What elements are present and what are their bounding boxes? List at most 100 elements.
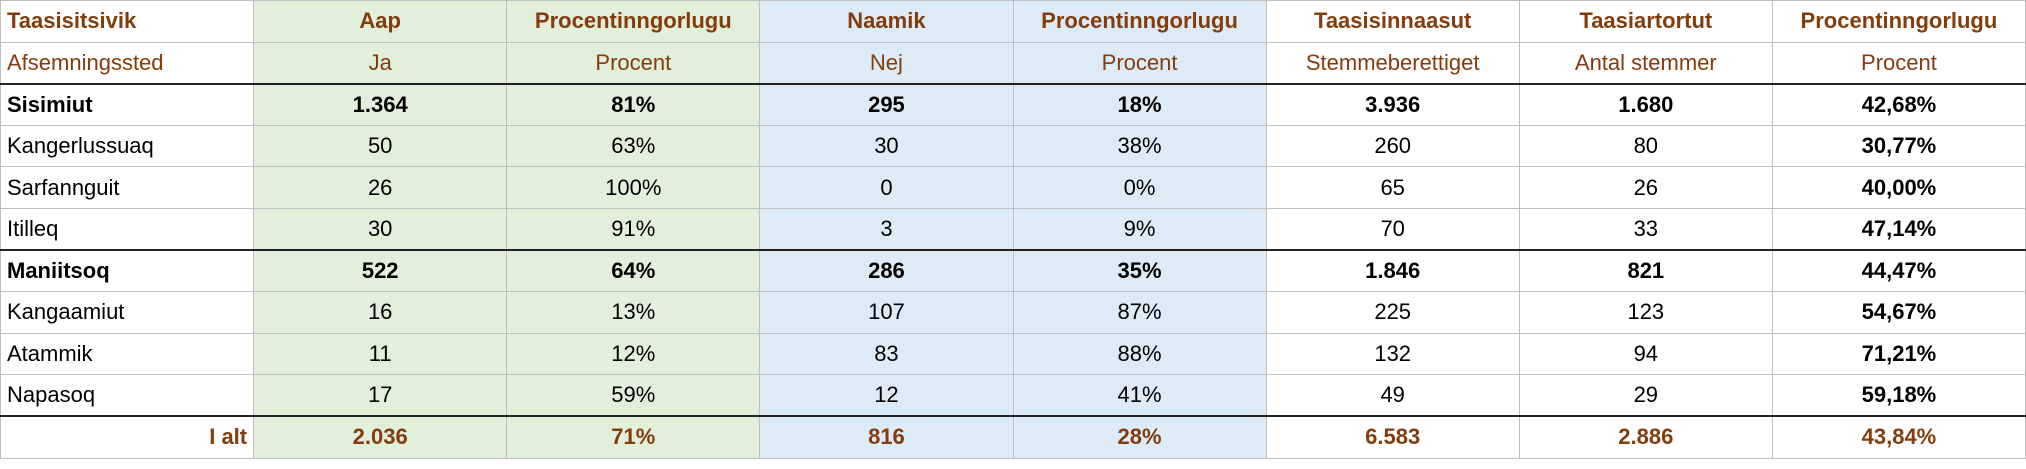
table-row: Maniitsoq 522 64% 286 35% 1.846 821 44,47% bbox=[0, 249, 2026, 293]
cell: 41% bbox=[1012, 374, 1267, 417]
cell: Aap bbox=[253, 0, 508, 43]
cell: 87% bbox=[1012, 291, 1267, 334]
cell: 816 bbox=[759, 415, 1014, 459]
cell: 80 bbox=[1518, 124, 1773, 168]
cell: 225 bbox=[1265, 291, 1520, 334]
cell: Stemmeberettiget bbox=[1265, 41, 1520, 85]
table-row: Taasisitsivik Aap Procentinngorlugu Naamik P… bbox=[0, 0, 2026, 43]
cell: 295 bbox=[759, 83, 1014, 126]
cell: 3.936 bbox=[1265, 83, 1520, 126]
cell: Atammik bbox=[0, 332, 255, 376]
cell: 2.036 bbox=[253, 415, 508, 459]
cell: 35% bbox=[1012, 249, 1267, 293]
cell: 28% bbox=[1012, 415, 1267, 459]
cell: Itilleq bbox=[0, 207, 255, 252]
cell: 260 bbox=[1265, 124, 1520, 168]
cell: 2.886 bbox=[1518, 415, 1773, 459]
cell: Procent bbox=[1771, 41, 2026, 85]
cell: Kangerlussuaq bbox=[0, 124, 255, 168]
cell: 0 bbox=[759, 166, 1014, 209]
cell: 100% bbox=[506, 166, 761, 209]
cell: 17 bbox=[253, 374, 508, 417]
cell: 49 bbox=[1265, 374, 1520, 417]
cell: 30 bbox=[253, 207, 508, 252]
cell: 83 bbox=[759, 332, 1014, 376]
cell: Procentinngorlugu bbox=[506, 0, 761, 43]
cell: 29 bbox=[1518, 374, 1773, 417]
cell: Antal stemmer bbox=[1518, 41, 1773, 85]
cell: 71,21% bbox=[1771, 332, 2026, 376]
table-row: Atammik 11 12% 83 88% 132 94 71,21% bbox=[0, 332, 2026, 376]
cell: Procentinngorlugu bbox=[1012, 0, 1267, 43]
results-table: Taasisitsivik Aap Procentinngorlugu Naamik P… bbox=[0, 0, 2026, 459]
cell: 26 bbox=[253, 166, 508, 209]
cell: Sarfannguit bbox=[0, 166, 255, 209]
cell: 13% bbox=[506, 291, 761, 334]
cell: 94 bbox=[1518, 332, 1773, 376]
table-row: Sisimiut 1.364 81% 295 18% 3.936 1.680 42,68% bbox=[0, 83, 2026, 126]
cell: 1.364 bbox=[253, 83, 508, 126]
table-row: Kangerlussuaq 50 63% 30 38% 260 80 30,77% bbox=[0, 124, 2026, 168]
cell: 3 bbox=[759, 207, 1014, 252]
cell: 65 bbox=[1265, 166, 1520, 209]
cell: 91% bbox=[506, 207, 761, 252]
table-row: Afsemningssted Ja Procent Nej Procent Stemmeb… bbox=[0, 41, 2026, 85]
cell: 0% bbox=[1012, 166, 1267, 209]
cell: Procent bbox=[1012, 41, 1267, 85]
cell: 286 bbox=[759, 249, 1014, 293]
cell: Procent bbox=[506, 41, 761, 85]
cell: 522 bbox=[253, 249, 508, 293]
cell: 9% bbox=[1012, 207, 1267, 252]
cell: 132 bbox=[1265, 332, 1520, 376]
cell: 11 bbox=[253, 332, 508, 376]
cell: Nej bbox=[759, 41, 1014, 85]
cell: 59% bbox=[506, 374, 761, 417]
cell: 81% bbox=[506, 83, 761, 126]
cell: Kangaamiut bbox=[0, 291, 255, 334]
cell: 123 bbox=[1518, 291, 1773, 334]
table-row: I alt 2.036 71% 816 28% 6.583 2.886 43,84% bbox=[0, 415, 2026, 459]
cell: 50 bbox=[253, 124, 508, 168]
table-row: Napasoq 17 59% 12 41% 49 29 59,18% bbox=[0, 374, 2026, 417]
cell: 44,47% bbox=[1771, 249, 2026, 293]
cell: 38% bbox=[1012, 124, 1267, 168]
cell: Ja bbox=[253, 41, 508, 85]
cell: 821 bbox=[1518, 249, 1773, 293]
cell: Procentinngorlugu bbox=[1771, 0, 2026, 43]
cell: 12% bbox=[506, 332, 761, 376]
cell: Afsemningssted bbox=[0, 41, 255, 85]
cell: 107 bbox=[759, 291, 1014, 334]
cell: 43,84% bbox=[1771, 415, 2026, 459]
cell: 12 bbox=[759, 374, 1014, 417]
cell: 33 bbox=[1518, 207, 1773, 252]
cell: 59,18% bbox=[1771, 374, 2026, 417]
cell: 64% bbox=[506, 249, 761, 293]
cell: 70 bbox=[1265, 207, 1520, 252]
cell: 71% bbox=[506, 415, 761, 459]
cell: 1.846 bbox=[1265, 249, 1520, 293]
cell: Naamik bbox=[759, 0, 1014, 43]
cell: 1.680 bbox=[1518, 83, 1773, 126]
cell: Taasisitsivik bbox=[0, 0, 255, 43]
table-row: Sarfannguit 26 100% 0 0% 65 26 40,00% bbox=[0, 166, 2026, 209]
cell: 42,68% bbox=[1771, 83, 2026, 126]
cell: Maniitsoq bbox=[0, 249, 255, 293]
cell: 54,67% bbox=[1771, 291, 2026, 334]
cell: 6.583 bbox=[1265, 415, 1520, 459]
cell: 16 bbox=[253, 291, 508, 334]
cell: 63% bbox=[506, 124, 761, 168]
cell: Taasisinnaasut bbox=[1265, 0, 1520, 43]
cell: Taasiartortut bbox=[1518, 0, 1773, 43]
cell: Napasoq bbox=[0, 374, 255, 417]
cell: 47,14% bbox=[1771, 207, 2026, 252]
table-row: Itilleq 30 91% 3 9% 70 33 47,14% bbox=[0, 207, 2026, 252]
cell: 26 bbox=[1518, 166, 1773, 209]
cell: 88% bbox=[1012, 332, 1267, 376]
cell: 40,00% bbox=[1771, 166, 2026, 209]
table-row: Kangaamiut 16 13% 107 87% 225 123 54,67% bbox=[0, 291, 2026, 334]
cell: Sisimiut bbox=[0, 83, 255, 126]
cell: 30,77% bbox=[1771, 124, 2026, 168]
cell: 30 bbox=[759, 124, 1014, 168]
cell: I alt bbox=[0, 415, 255, 459]
